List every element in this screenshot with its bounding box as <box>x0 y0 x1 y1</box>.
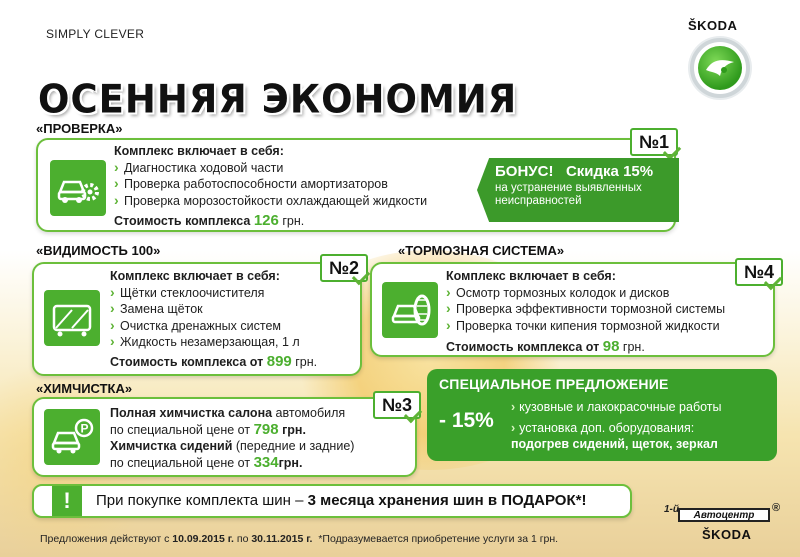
list-item: Осмотр тормозных колодок и дисков <box>446 284 725 302</box>
list-item: Проверка работоспособности амортизаторов <box>114 175 427 193</box>
tires-text: При покупке комплекта шин – 3 месяца хра… <box>96 492 587 509</box>
dealer-logo: 1-й Автоцентр ® ŠKODA <box>660 500 788 548</box>
offer-4-number: №4 <box>735 258 783 286</box>
offer-3-number: №3 <box>373 391 421 419</box>
brand-name: ŠKODA <box>688 18 738 33</box>
list-item: Проверка точки кипения тормозной жидкост… <box>446 317 725 335</box>
dealer-name: Автоцентр <box>678 508 770 522</box>
special-offer-panel: СПЕЦИАЛЬНОЕ ПРЕДЛОЖЕНИЕ - 15% › кузовные … <box>427 369 777 461</box>
list-item: Щётки стеклоочистителя <box>110 284 317 302</box>
exclamation-icon: ! <box>52 486 82 516</box>
tires-banner: ! При покупке комплекта шин – 3 месяца х… <box>32 484 632 518</box>
offer-4-includes: Комплекс включает в себя: <box>446 269 616 283</box>
dealer-brand: ŠKODA <box>702 527 752 542</box>
offer-3-line-3: Химчистка сидений (передние и задние) <box>110 439 355 453</box>
offer-2-number: №2 <box>320 254 368 282</box>
offer-2-title: «ВИДИМОСТЬ 100» <box>36 243 161 258</box>
bonus-discount: Скидка 15% <box>565 163 654 180</box>
offer-1-price: Стоимость комплекса 126 грн. <box>114 212 305 229</box>
bonus-label: БОНУС! <box>495 163 554 180</box>
bonus-text: на устранение выявленных неисправностей <box>495 182 642 207</box>
footer-note: Предложения действуют с 10.09.2015 г. по… <box>40 533 559 545</box>
car-parking-icon: P <box>44 409 100 465</box>
offer-3-line-1: Полная химчистка салона автомобиля <box>110 406 346 420</box>
header-bar <box>0 0 800 70</box>
windshield-icon <box>44 290 100 346</box>
offer-1-title: «ПРОВЕРКА» <box>36 121 123 136</box>
list-item: Проверка морозостойкости охлаждающей жид… <box>114 192 427 210</box>
dealer-mark: ® <box>772 502 781 514</box>
offer-3-line-4: по специальной цене от 334грн. <box>110 453 303 471</box>
tire-icon <box>382 282 438 338</box>
offer-4-title: «ТОРМОЗНАЯ СИСТЕМА» <box>398 243 565 258</box>
special-offer-line-2: › установка доп. оборудования: подогрев си… <box>511 421 718 451</box>
offer-1-includes: Комплекс включает в себя: <box>114 144 284 158</box>
bonus-banner: БОНУС! Скидка 15% на устранение выявленн… <box>477 158 679 222</box>
offer-2-card: Комплекс включает в себя: Щётки стеклооч… <box>32 262 362 376</box>
special-offer-title: СПЕЦИАЛЬНОЕ ПРЕДЛОЖЕНИЕ <box>439 376 669 392</box>
list-item: Замена щёток <box>110 300 317 318</box>
offer-3-card: P Полная химчистка салона автомобиля по … <box>32 397 417 477</box>
list-item: Жидкость незамерзающая, 1 л <box>110 333 317 351</box>
offer-4-price: Стоимость комплекса от 98 грн. <box>446 338 645 355</box>
list-item: Очистка дренажных систем <box>110 317 317 335</box>
special-offer-percent: - 15% <box>439 409 494 432</box>
offer-4-card: Комплекс включает в себя: Осмотр тормозн… <box>370 262 775 357</box>
dealer-prefix: 1-й <box>664 504 679 515</box>
offer-2-price: Стоимость комплекса от 899 грн. <box>110 352 318 370</box>
slogan: SIMPLY CLEVER <box>46 27 145 41</box>
offer-2-includes: Комплекс включает в себя: <box>110 269 280 283</box>
list-item: Диагностика ходовой части <box>114 159 427 177</box>
special-offer-line-1: › кузовные и лакокрасочные работы <box>511 400 722 414</box>
car-gear-icon <box>50 160 106 216</box>
offer-3-line-2: по специальной цене от 798 грн. <box>110 420 306 438</box>
offer-3-title: «ХИМЧИСТКА» <box>36 381 133 396</box>
svg-text:P: P <box>81 422 89 436</box>
page-title: ОСЕННЯЯ ЭКОНОМИЯ <box>38 76 518 123</box>
list-item: Проверка эффективности тормозной системы <box>446 300 725 318</box>
offer-1-number: №1 <box>630 128 678 156</box>
skoda-logo <box>690 38 750 98</box>
